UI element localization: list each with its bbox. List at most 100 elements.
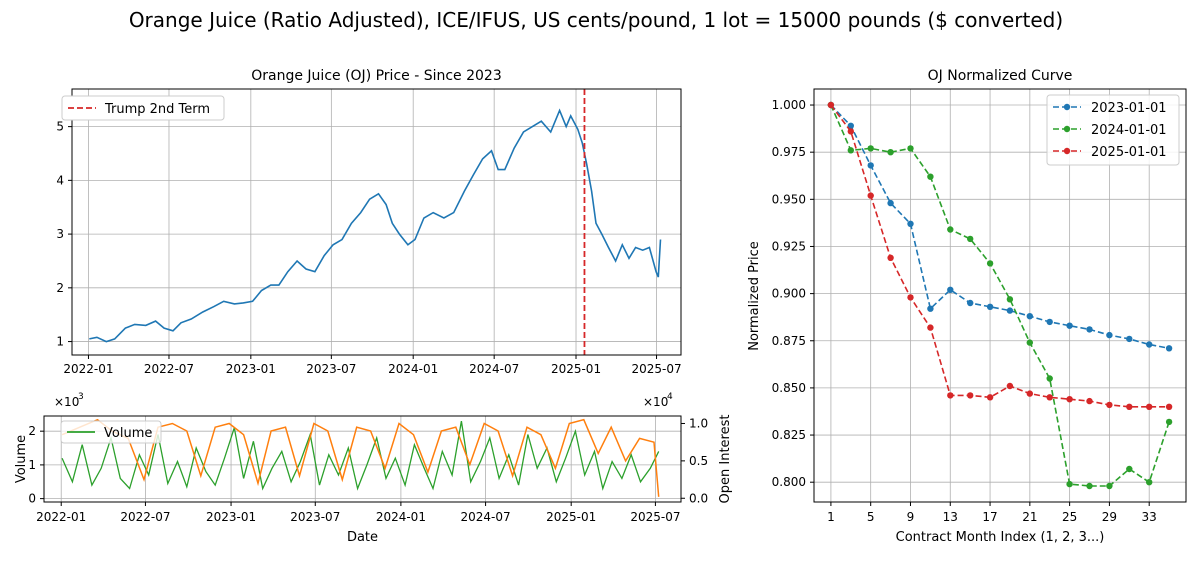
price-x-tick-label: 2024-07 bbox=[469, 362, 519, 376]
curve-x-axis-label: Contract Month Index (1, 2, 3...) bbox=[896, 530, 1105, 545]
curve-point-2023-01-01 bbox=[1126, 335, 1133, 343]
price-x-tick-label: 2022-01 bbox=[63, 362, 113, 376]
oi-y-axis-label: Open Interest bbox=[718, 415, 733, 504]
curve-point-2024-01-01 bbox=[887, 149, 894, 156]
curve-point-2024-01-01 bbox=[1046, 375, 1053, 382]
price-x-tick-label: 2023-01 bbox=[226, 362, 276, 376]
curve-y-tick-label: 0.875 bbox=[772, 334, 806, 348]
oi-y-tick-label: 0.5 bbox=[689, 454, 708, 468]
curve-point-2023-01-01 bbox=[1086, 326, 1093, 333]
curve-point-2025-01-01 bbox=[847, 128, 854, 135]
volume-x-tick-label: 2023-01 bbox=[206, 510, 256, 524]
price-series-line bbox=[89, 108, 662, 343]
curve-y-tick-label: 0.925 bbox=[772, 239, 806, 253]
volume-y-axis-label: Volume bbox=[14, 435, 29, 483]
curve-point-2024-01-01 bbox=[1146, 479, 1153, 486]
curve-point-2025-01-01 bbox=[927, 324, 934, 331]
volume-x-tick-label: 2025-07 bbox=[630, 510, 680, 524]
volume-plot-frame bbox=[43, 415, 682, 503]
curve-point-2023-01-01 bbox=[927, 305, 934, 312]
curve-point-2023-01-01 bbox=[1006, 307, 1014, 314]
curve-legend-label: 2023-01-01 bbox=[1091, 101, 1167, 116]
curve-point-2025-01-01 bbox=[1046, 394, 1053, 401]
curve-point-2025-01-01 bbox=[907, 294, 914, 301]
curve-point-2024-01-01 bbox=[927, 173, 934, 180]
price-x-tick-label: 2024-01 bbox=[388, 362, 438, 376]
curve-y-tick-label: 0.975 bbox=[772, 145, 806, 159]
volume-x-tick-label: 2023-07 bbox=[290, 510, 340, 524]
curve-point-2023-01-01 bbox=[1066, 322, 1073, 329]
curve-legend-marker bbox=[1063, 147, 1071, 155]
volume-offset-label: ×10 bbox=[54, 395, 79, 409]
curve-y-tick-label: 0.900 bbox=[772, 287, 806, 301]
curve-point-2024-01-01 bbox=[867, 145, 874, 152]
curve-point-2025-01-01 bbox=[1066, 396, 1073, 403]
oi-offset-label: ×10 bbox=[643, 395, 668, 409]
curve-point-2025-01-01 bbox=[1165, 403, 1173, 410]
price-x-tick-label: 2023-07 bbox=[306, 362, 356, 376]
volume-y-tick-label: 0 bbox=[28, 492, 36, 506]
price-chart-title: Orange Juice (OJ) Price - Since 2023 bbox=[251, 68, 502, 84]
figure-suptitle: Orange Juice (Ratio Adjusted), ICE/IFUS,… bbox=[129, 8, 1063, 32]
curve-x-tick-label: 21 bbox=[1022, 510, 1037, 524]
curve-point-2024-01-01 bbox=[1086, 482, 1093, 490]
curve-point-2025-01-01 bbox=[1126, 403, 1133, 410]
curve-point-2023-01-01 bbox=[1146, 341, 1153, 348]
price-x-tick-label: 2025-07 bbox=[631, 362, 681, 376]
curve-point-2024-01-01 bbox=[986, 260, 994, 267]
price-x-tick-label: 2025-01 bbox=[551, 362, 601, 376]
curve-y-tick-label: 0.850 bbox=[772, 381, 806, 395]
volume-x-tick-label: 2024-01 bbox=[376, 510, 426, 524]
curve-series-line-2024-01-01 bbox=[830, 104, 1170, 487]
curve-x-tick-label: 25 bbox=[1062, 510, 1077, 524]
curve-legend bbox=[1046, 94, 1180, 166]
curve-series-line-2025-01-01 bbox=[830, 104, 1170, 408]
curve-y-tick-label: 1.000 bbox=[772, 98, 806, 112]
oi-y-tick-label: 1.0 bbox=[689, 416, 708, 430]
curve-point-2025-01-01 bbox=[1026, 390, 1034, 397]
curve-point-2025-01-01 bbox=[1106, 401, 1113, 409]
curve-point-2024-01-01 bbox=[1066, 480, 1073, 488]
curve-point-2025-01-01 bbox=[967, 392, 974, 399]
curve-x-tick-label: 29 bbox=[1102, 510, 1117, 524]
curve-point-2023-01-01 bbox=[1165, 345, 1173, 352]
curve-point-2025-01-01 bbox=[947, 392, 954, 399]
curve-point-2025-01-01 bbox=[986, 394, 994, 401]
volume-legend-label: Volume bbox=[104, 426, 152, 441]
curve-point-2024-01-01 bbox=[907, 145, 914, 152]
price-y-tick-label: 5 bbox=[56, 120, 64, 134]
curve-x-tick-label: 1 bbox=[827, 510, 835, 524]
volume-series-line bbox=[61, 420, 660, 491]
curve-chart-title: OJ Normalized Curve bbox=[928, 68, 1073, 84]
curve-point-2024-01-01 bbox=[967, 235, 974, 243]
curve-point-2024-01-01 bbox=[1106, 482, 1113, 490]
curve-point-2025-01-01 bbox=[1086, 397, 1093, 405]
price-y-tick-label: 3 bbox=[56, 227, 64, 241]
curve-x-tick-label: 5 bbox=[867, 510, 875, 524]
curve-point-2025-01-01 bbox=[1146, 403, 1153, 410]
curve-point-2024-01-01 bbox=[1126, 465, 1133, 473]
price-y-tick-label: 2 bbox=[56, 281, 64, 295]
price-legend-label: Trump 2nd Term bbox=[104, 102, 210, 117]
curve-x-tick-label: 17 bbox=[982, 510, 997, 524]
volume-x-tick-label: 2025-01 bbox=[546, 510, 596, 524]
curve-point-2023-01-01 bbox=[907, 220, 914, 227]
curve-series-line-2023-01-01 bbox=[830, 104, 1170, 350]
curve-point-2024-01-01 bbox=[847, 147, 854, 154]
volume-y-tick-label: 1 bbox=[28, 458, 36, 472]
price-x-tick-label: 2022-07 bbox=[144, 362, 194, 376]
curve-point-2025-01-01 bbox=[1006, 382, 1014, 390]
curve-point-2024-01-01 bbox=[1006, 296, 1014, 303]
curve-x-tick-label: 9 bbox=[907, 510, 915, 524]
open-interest-series-line bbox=[61, 418, 660, 497]
price-y-tick-label: 1 bbox=[56, 335, 64, 349]
curve-legend-marker bbox=[1063, 103, 1071, 111]
curve-point-2025-01-01 bbox=[867, 192, 874, 199]
volume-x-tick-label: 2022-01 bbox=[36, 510, 86, 524]
curve-point-2024-01-01 bbox=[1165, 418, 1173, 426]
curve-x-tick-label: 13 bbox=[943, 510, 958, 524]
curve-y-axis-label: Normalized Price bbox=[747, 241, 762, 351]
curve-y-tick-label: 0.800 bbox=[772, 475, 806, 489]
